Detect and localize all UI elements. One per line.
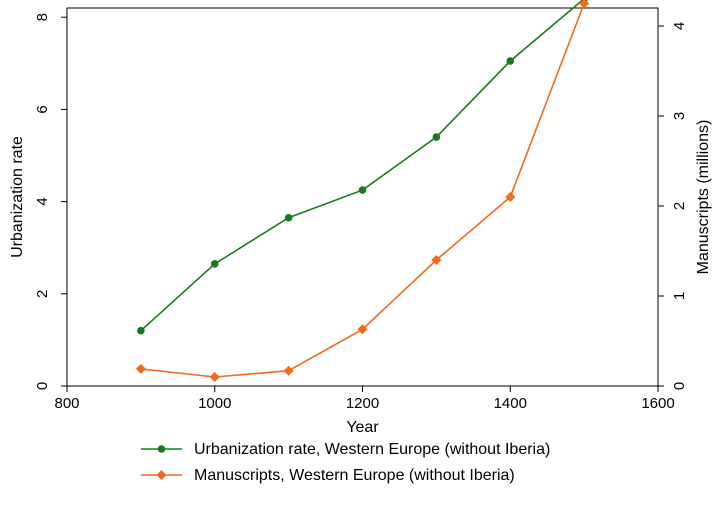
data-point-diamond bbox=[505, 192, 516, 202]
data-point-diamond bbox=[209, 372, 220, 382]
left-y-tick-label: 8 bbox=[34, 13, 51, 21]
legend-label-urbanization: Urbanization rate, Western Europe (witho… bbox=[194, 441, 550, 458]
left-y-axis: 0 2 4 6 8 bbox=[34, 13, 67, 390]
right-y-tick-label: 4 bbox=[671, 22, 688, 30]
data-point-diamond bbox=[431, 255, 442, 265]
left-y-tick-label: 4 bbox=[34, 197, 51, 205]
legend: Urbanization rate, Western Europe (witho… bbox=[141, 441, 550, 484]
legend-marker-diamond-icon bbox=[156, 470, 167, 480]
data-point-diamond bbox=[357, 324, 368, 335]
legend-marker-circle-icon bbox=[157, 445, 166, 453]
left-y-tick-label: 6 bbox=[34, 105, 51, 113]
right-y-axis-title: Manuscripts (millions) bbox=[695, 120, 712, 275]
legend-label-manuscripts: Manuscripts, Western Europe (without Ibe… bbox=[194, 467, 515, 484]
x-tick-label: 800 bbox=[54, 395, 79, 412]
data-point-diamond bbox=[283, 365, 294, 376]
x-tick-label: 1400 bbox=[494, 395, 527, 412]
right-y-tick-label: 0 bbox=[671, 382, 688, 390]
right-y-tick-label: 3 bbox=[671, 112, 688, 120]
data-point-circle bbox=[358, 186, 367, 194]
x-tick-label: 1000 bbox=[198, 395, 231, 412]
data-point-circle bbox=[137, 326, 145, 335]
left-y-tick-label: 2 bbox=[34, 290, 51, 298]
x-tick-label: 1600 bbox=[641, 395, 674, 412]
data-point-circle bbox=[210, 260, 219, 268]
x-tick-label: 1200 bbox=[346, 395, 379, 412]
data-point-diamond bbox=[579, 0, 590, 9]
x-axis: 800 1000 1200 1400 1600 bbox=[54, 386, 675, 412]
legend-item-manuscripts: Manuscripts, Western Europe (without Ibe… bbox=[141, 467, 515, 484]
right-y-axis: 0 1 2 3 4 bbox=[658, 22, 688, 390]
right-y-tick-label: 2 bbox=[671, 202, 688, 210]
data-point-diamond bbox=[135, 363, 146, 374]
series-layer bbox=[135, 0, 590, 382]
data-point-circle bbox=[432, 133, 441, 141]
x-axis-title: Year bbox=[346, 419, 379, 436]
right-y-tick-label: 1 bbox=[671, 292, 688, 300]
data-point-circle bbox=[506, 57, 515, 65]
legend-item-urbanization: Urbanization rate, Western Europe (witho… bbox=[141, 441, 550, 458]
series-line-0 bbox=[140, 0, 584, 332]
data-point-circle bbox=[284, 213, 293, 222]
left-y-axis-title: Urbanization rate bbox=[9, 136, 26, 258]
left-y-tick-label: 0 bbox=[34, 382, 51, 390]
